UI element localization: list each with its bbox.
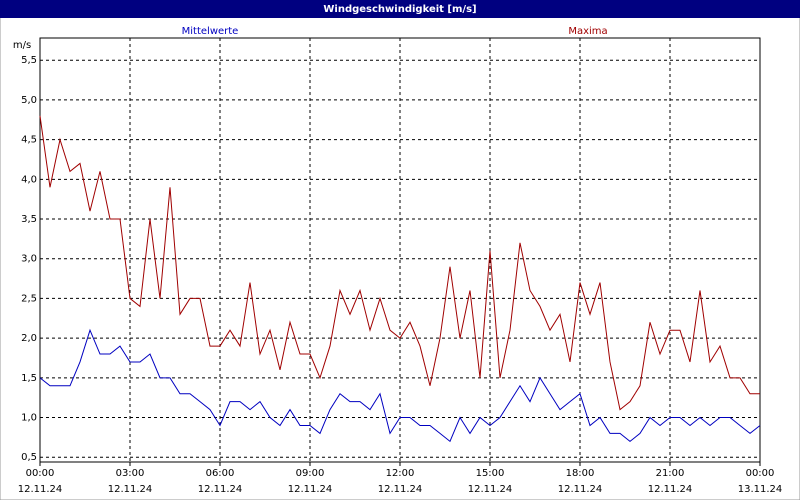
y-axis-label: m/s	[13, 40, 31, 51]
x-tick-date: 12.11.24	[378, 484, 423, 495]
y-tick-label: 3,5	[21, 214, 37, 225]
y-tick-label: 1,0	[21, 413, 37, 424]
chart-title: Windgeschwindigkeit [m/s]	[323, 4, 476, 15]
y-tick-label: 4,5	[21, 135, 37, 146]
x-tick-label: 21:00	[656, 468, 685, 479]
x-tick-date: 12.11.24	[18, 484, 63, 495]
legend-entry: Maxima	[568, 26, 607, 37]
x-tick-label: 15:00	[476, 468, 505, 479]
y-tick-label: 5,5	[21, 55, 37, 66]
x-tick-date: 13.11.24	[738, 484, 783, 495]
x-tick-label: 09:00	[296, 468, 325, 479]
y-tick-label: 0,5	[21, 452, 37, 463]
y-tick-label: 5,0	[21, 95, 37, 106]
y-tick-label: 3,0	[21, 254, 37, 265]
x-tick-label: 00:00	[746, 468, 775, 479]
x-tick-label: 06:00	[206, 468, 235, 479]
x-tick-label: 18:00	[566, 468, 595, 479]
x-tick-date: 12.11.24	[468, 484, 513, 495]
x-tick-date: 12.11.24	[558, 484, 603, 495]
x-tick-label: 00:00	[26, 468, 55, 479]
y-tick-label: 4,0	[21, 174, 37, 185]
x-tick-label: 12:00	[386, 468, 415, 479]
x-tick-date: 12.11.24	[198, 484, 243, 495]
y-tick-label: 2,5	[21, 293, 37, 304]
x-tick-label: 03:00	[116, 468, 145, 479]
data-line	[39, 115, 760, 411]
y-tick-label: 2,0	[21, 333, 37, 344]
y-tick-label: 1,5	[21, 373, 37, 384]
x-tick-date: 12.11.24	[288, 484, 333, 495]
title-bar	[0, 0, 800, 18]
x-tick-date: 12.11.24	[108, 484, 153, 495]
data-line	[39, 328, 761, 443]
x-tick-date: 12.11.24	[648, 484, 693, 495]
legend-entry: Mittelwerte	[182, 26, 239, 37]
